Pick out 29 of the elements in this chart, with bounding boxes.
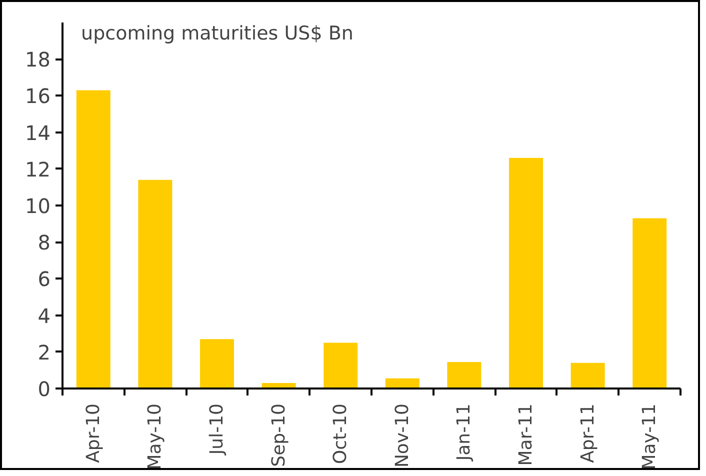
x-tick-label: Apr-11 xyxy=(577,403,598,463)
x-tick-label: Oct-10 xyxy=(330,403,352,464)
x-tick-label: May-10 xyxy=(144,404,166,470)
bar xyxy=(76,90,110,388)
y-tick-label: 2 xyxy=(38,340,51,364)
x-tick-label: Jul-10 xyxy=(206,403,228,456)
y-tick-label: 16 xyxy=(25,84,51,108)
x-tick-label: Mar-11 xyxy=(516,403,536,466)
y-tick-label: 10 xyxy=(25,194,51,218)
x-tick-label: May-11 xyxy=(639,404,660,470)
x-tick-label: Sep-10 xyxy=(268,403,290,467)
y-tick-label: 14 xyxy=(25,120,51,145)
x-tick-label: Apr-10 xyxy=(82,403,104,463)
y-tick-label: 0 xyxy=(38,377,51,401)
bar xyxy=(632,218,667,388)
y-tick-label: 4 xyxy=(38,304,51,328)
bar xyxy=(447,362,482,388)
bar xyxy=(200,339,234,388)
x-tick-label: Jan-11 xyxy=(454,403,475,462)
bar xyxy=(509,158,543,388)
x-tick-label: Nov-10 xyxy=(392,404,413,468)
bar xyxy=(324,342,358,388)
y-tick-label: 18 xyxy=(25,48,51,72)
chart-title: upcoming maturities US$ Bn xyxy=(81,22,354,44)
bar xyxy=(570,362,605,388)
y-tick-label: 6 xyxy=(38,267,51,292)
y-tick-label: 12 xyxy=(25,157,51,182)
bar xyxy=(138,180,172,388)
y-tick-label: 8 xyxy=(38,230,51,255)
